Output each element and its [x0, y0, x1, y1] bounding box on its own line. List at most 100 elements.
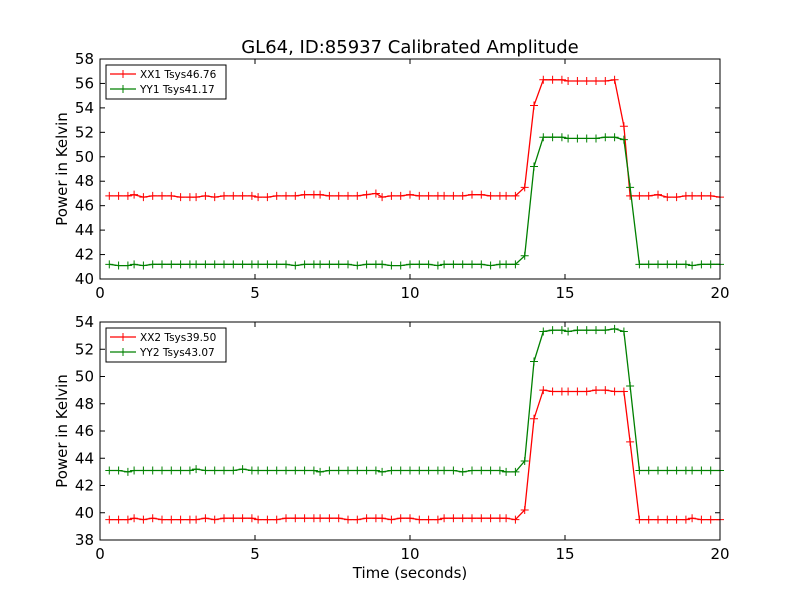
top-series-2-point [520, 251, 529, 260]
bottom-series-1-point [123, 515, 132, 524]
top-series-1-point [300, 190, 309, 199]
bottom-series-2-point [548, 326, 557, 335]
top-series-2-point [592, 134, 600, 143]
bottom-series-2-point [601, 326, 610, 335]
bottom-y-tick-label: 38 [75, 531, 94, 549]
top-series-2-point [291, 261, 300, 270]
bottom-series-2-point [105, 466, 114, 475]
bottom-series-1-point [325, 514, 334, 523]
top-series-1-point [344, 191, 352, 200]
top-series-2-point [316, 260, 325, 269]
top-series-1-point [468, 190, 476, 199]
top-series-2-point [644, 260, 653, 269]
bottom-series-1-point [477, 514, 486, 523]
bottom-series-2-point [114, 466, 123, 475]
bottom-y-tick-label: 42 [75, 477, 94, 495]
top-series-2-point [486, 261, 495, 270]
bottom-series-1-point [592, 386, 600, 395]
bottom-y-tick-label: 54 [75, 313, 94, 331]
top-series-1-point [105, 191, 114, 200]
bottom-subplot: 0 5 10 15 20 38 40 42 44 46 48 50 52 54 Power in Kelvi… [53, 313, 730, 582]
top-series-2-point [601, 133, 610, 142]
top-series-2-point [158, 260, 166, 269]
bottom-series-2-point [238, 465, 247, 474]
top-series-2-point [254, 260, 263, 269]
top-y-tick-label: 48 [75, 172, 94, 190]
bottom-series-2-point [406, 466, 414, 475]
bottom-series-1-point [654, 515, 662, 524]
top-y-axis-label: Power in Kelvin [53, 112, 71, 226]
bottom-series-1-point [626, 437, 635, 446]
bottom-series-2-point [353, 466, 362, 475]
chart-title: GL64, ID:85937 Calibrated Amplitude [241, 37, 579, 58]
bottom-series-1-point [681, 515, 690, 524]
bottom-series-1-point [582, 387, 591, 396]
top-series-1-point [238, 191, 247, 200]
top-y-tick-label: 42 [75, 246, 94, 264]
top-series-2-point [582, 134, 591, 143]
bottom-x-tick-label: 15 [555, 545, 574, 563]
bottom-series-1-point [433, 515, 442, 524]
top-series-1-point [610, 75, 619, 84]
bottom-series-1-point [210, 515, 219, 524]
bottom-series-2-point [706, 466, 715, 475]
top-series-1-point [282, 191, 290, 200]
bottom-series-2-point [158, 466, 166, 475]
top-series-2-point [334, 260, 343, 269]
bottom-x-axis-label: Time (seconds) [352, 564, 468, 582]
top-series-1-point [210, 193, 219, 202]
bottom-series-2-point [210, 466, 219, 475]
top-series-2-point [548, 133, 557, 142]
bottom-series-1-point [619, 387, 628, 396]
top-series-2-point [220, 260, 228, 269]
top-series-1-point [440, 191, 449, 200]
bottom-series-1-point [697, 515, 706, 524]
top-series-1-point [486, 191, 495, 200]
top-series-1-point [353, 191, 362, 200]
top-series-2-point [511, 260, 520, 269]
bottom-series-1-point [220, 514, 228, 523]
bottom-series-2-point [415, 466, 424, 475]
top-series-1-point [619, 122, 628, 131]
bottom-series-1-point [511, 515, 520, 524]
top-series-1-point [291, 191, 300, 200]
top-series-2-point [148, 260, 157, 269]
top-y-tick-label: 58 [75, 50, 94, 68]
top-series-2-point [626, 183, 635, 192]
bottom-series-2-point [530, 357, 538, 366]
bottom-y-tick-label: 50 [75, 368, 94, 386]
top-y-tick-label: 54 [75, 99, 94, 117]
bottom-series-1-point [520, 506, 529, 515]
bottom-series-1-point [449, 514, 458, 523]
bottom-series-2-point [564, 327, 573, 336]
top-series-2-point [654, 260, 662, 269]
top-series-1-point [449, 191, 458, 200]
bottom-y-tick-label: 40 [75, 504, 94, 522]
bottom-series-2-point [185, 466, 194, 475]
bottom-series-2-point [201, 466, 210, 475]
top-series-2-point [477, 260, 486, 269]
bottom-series-2-point [654, 466, 662, 475]
bottom-series-1-point [272, 515, 281, 524]
top-y-tick-label: 56 [75, 74, 94, 92]
bottom-series-1-point [610, 387, 619, 396]
top-series-1-point [502, 191, 511, 200]
bottom-series-1-point [334, 514, 343, 523]
bottom-x-tick-label: 10 [400, 545, 419, 563]
top-series-2-point [539, 133, 548, 142]
bottom-series-2-point [458, 467, 467, 476]
top-series-2-point [263, 260, 272, 269]
top-series-2-point [300, 260, 309, 269]
top-series-1-point [477, 190, 486, 199]
bottom-series-2-point [316, 467, 325, 476]
bottom-y-tick-label: 46 [75, 422, 94, 440]
bottom-series-1-point [282, 514, 290, 523]
bottom-series-2-point [610, 324, 619, 333]
bottom-y-tick-label: 48 [75, 395, 94, 413]
bottom-series-1-point [300, 514, 309, 523]
bottom-series-1-point [486, 514, 495, 523]
bottom-series-2-point [477, 466, 486, 475]
top-series-1-point [201, 191, 210, 200]
top-series-2-point [192, 260, 201, 269]
